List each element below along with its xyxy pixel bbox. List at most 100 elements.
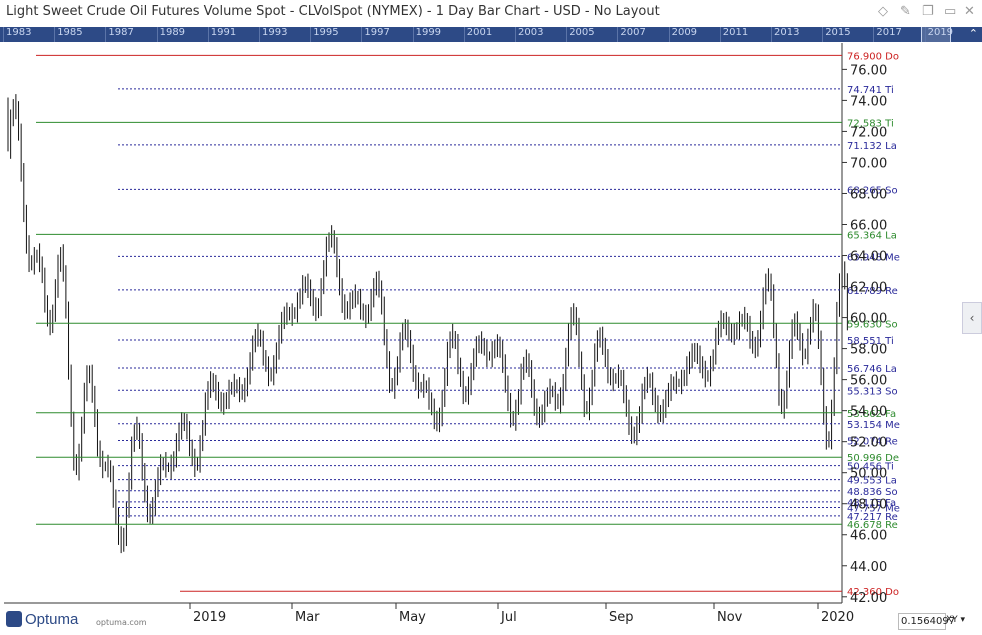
navigator-year-label: 1989	[159, 27, 186, 38]
navigator-tick	[310, 27, 312, 42]
navigator-year-label: 1995	[313, 27, 339, 38]
level-label: 63.948 Me	[847, 252, 900, 263]
xy-label: XY	[946, 615, 958, 625]
y-tick-label: 50.00	[850, 467, 887, 482]
restore-icon[interactable]: ❐	[922, 4, 934, 19]
diamond-icon[interactable]: ◇	[878, 4, 888, 19]
navigator-year-label: 1987	[108, 27, 134, 38]
navigator-tick	[156, 27, 158, 42]
navigator-tick	[259, 27, 260, 42]
navigator-tick	[719, 27, 721, 42]
scale-readout[interactable]: 0.1564097	[898, 613, 955, 630]
y-tick-label: 46.00	[850, 529, 887, 544]
navigator-tick	[566, 27, 568, 42]
navigator-tick	[3, 27, 4, 42]
level-label: 50.456 Ti	[847, 462, 894, 473]
level-label: 61.789 Re	[847, 286, 898, 297]
navigator-year-label: 1983	[6, 27, 32, 38]
y-tick-label: 70.00	[850, 156, 887, 171]
level-label: 55.313 So	[847, 386, 898, 397]
x-tick-label: 2020	[821, 610, 854, 625]
close-icon[interactable]: ✕	[964, 4, 975, 19]
y-tick-label: 52.00	[850, 436, 887, 451]
y-tick-label: 76.00	[850, 63, 887, 78]
level-label: 58.551 Ti	[847, 336, 894, 347]
x-tick-label: Nov	[717, 610, 743, 625]
navigator-year-label: 2007	[620, 27, 646, 38]
optuma-logo-icon	[6, 611, 22, 627]
level-label: 68.265 So	[847, 185, 898, 196]
level-label: 42.360 Do	[847, 587, 899, 598]
status-footer: Optuma optuma.com 0.1564097 XY ▾	[0, 605, 982, 635]
navigator-tick	[361, 27, 363, 42]
navigator-year-label: 2001	[466, 27, 493, 38]
collapse-panel-button[interactable]: ‹	[962, 302, 982, 334]
navigator-tick	[873, 27, 875, 42]
navigator-year-label: 1993	[262, 27, 288, 38]
level-label: 72.583 Ti	[847, 118, 894, 129]
level-label: 65.364 La	[847, 230, 897, 241]
y-tick-label: 60.00	[850, 312, 887, 327]
navigator-year-label: 2009	[671, 27, 698, 38]
navigator-tick	[105, 27, 107, 42]
y-tick-label: 54.00	[850, 405, 887, 420]
minimize-icon[interactable]: ▭	[944, 4, 957, 19]
navigator-tick	[515, 27, 516, 42]
window-titlebar: Light Sweet Crude Oil Futures Volume Spo…	[0, 0, 982, 26]
level-label: 47.217 Re	[847, 512, 898, 523]
y-tick-label: 44.00	[850, 560, 887, 575]
navigator-tick	[412, 27, 414, 42]
x-tick-label: Sep	[609, 610, 634, 625]
level-label: 48.836 So	[847, 487, 898, 498]
navigator-tick	[924, 27, 926, 42]
brand-name: Optuma	[25, 611, 79, 628]
level-label: 59.630 So	[847, 319, 898, 330]
navigator-thumb[interactable]	[921, 27, 951, 42]
navigator-year-label: 1999	[415, 27, 442, 38]
level-label: 48.115 Fa	[847, 498, 896, 509]
x-tick-label: Jul	[500, 610, 517, 625]
navigator-tick	[54, 27, 56, 42]
xy-toggle-button[interactable]: XY ▾	[946, 613, 976, 628]
y-tick-label: 58.00	[850, 343, 887, 358]
navigator-tick	[207, 27, 209, 42]
level-label: 47.757 Me	[847, 503, 900, 514]
navigator-year-label: 2013	[774, 27, 800, 38]
navigator-tick	[463, 27, 465, 42]
x-tick-label: 2019	[193, 610, 226, 625]
y-tick-label: 72.00	[850, 125, 887, 140]
x-tick-label: Mar	[295, 610, 320, 625]
level-label: 52.074 Re	[847, 437, 898, 448]
navigator-year-label: 1991	[210, 27, 237, 38]
navigator-year-label: 2019	[927, 27, 954, 38]
y-tick-label: 74.00	[850, 94, 887, 109]
x-tick-label: May	[399, 610, 426, 625]
y-tick-label: 42.00	[850, 591, 887, 606]
navigator-year-label: 2015	[825, 27, 851, 38]
navigator-year-label: 1997	[364, 27, 390, 38]
level-label: 53.862 Fa	[847, 409, 896, 420]
navigator-tick	[771, 27, 772, 42]
chart-title: Light Sweet Crude Oil Futures Volume Spo…	[6, 4, 660, 19]
level-label: 76.900 Do	[847, 51, 899, 62]
y-tick-label: 64.00	[850, 250, 887, 265]
navigator-year-label: 2003	[518, 27, 544, 38]
navigator-expand-icon[interactable]: ⌃	[968, 27, 978, 40]
navigator-year-label: 1985	[57, 27, 83, 38]
y-tick-label: 62.00	[850, 281, 887, 296]
y-tick-label: 56.00	[850, 374, 887, 389]
navigator-year-label: 2005	[569, 27, 595, 38]
navigator-tick	[617, 27, 619, 42]
navigator-year-label: 2017	[876, 27, 902, 38]
y-tick-label: 66.00	[850, 218, 887, 233]
dropdown-icon: ▾	[960, 615, 966, 625]
pin-icon[interactable]: ✎	[900, 4, 911, 19]
level-label: 71.132 La	[847, 141, 897, 152]
level-label: 49.553 La	[847, 476, 897, 487]
level-label: 53.154 Me	[847, 420, 900, 431]
level-label: 74.741 Ti	[847, 85, 894, 96]
timeline-navigator[interactable]: ⌃ 1983 1985 1987 1989 1991 1993 1995 1997 1999 20…	[0, 27, 982, 42]
navigator-tick	[822, 27, 824, 42]
y-tick-label: 48.00	[850, 498, 887, 513]
